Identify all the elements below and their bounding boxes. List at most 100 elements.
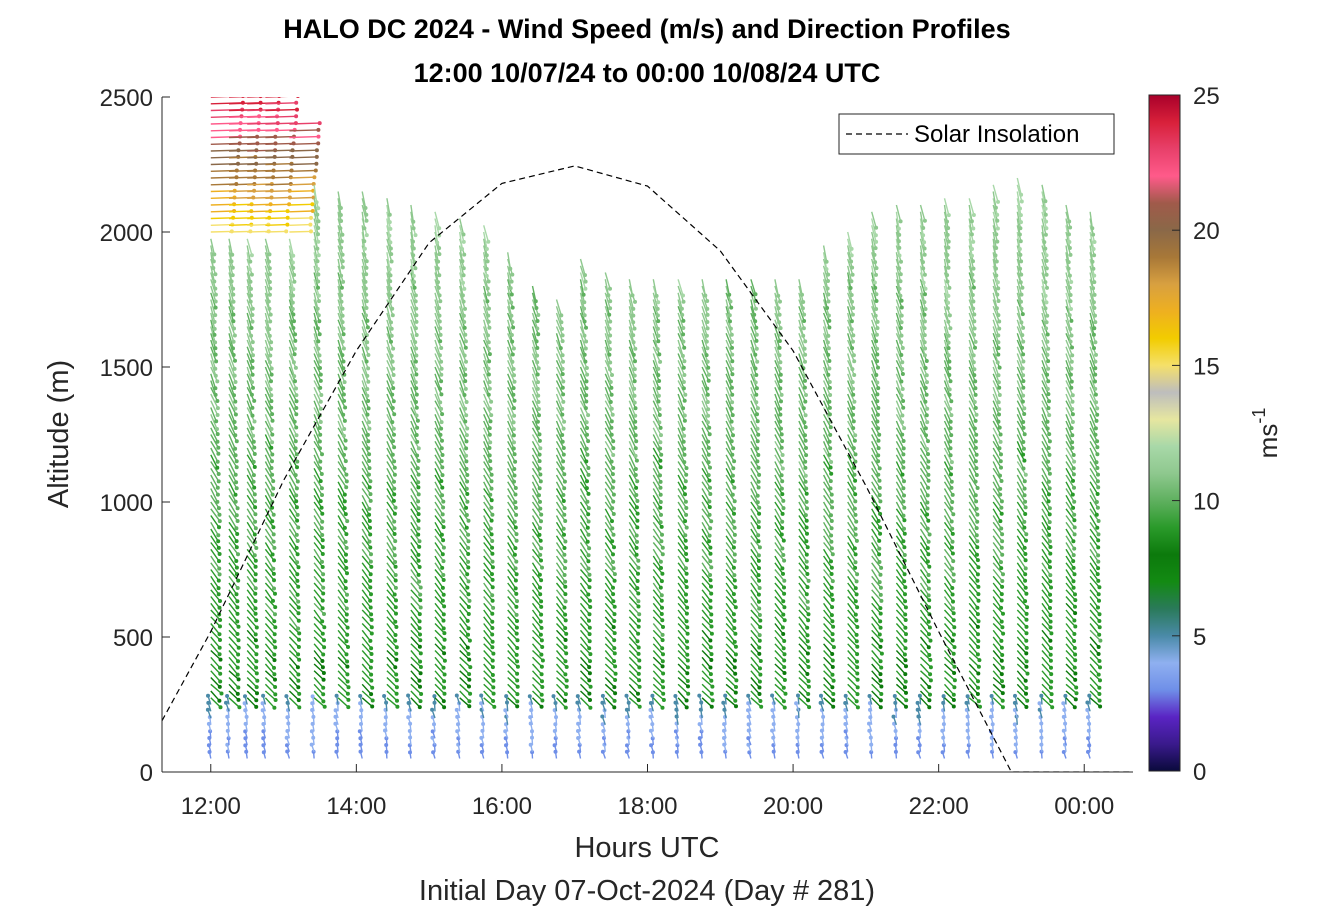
wind-vector-head bbox=[804, 539, 809, 544]
wind-vector bbox=[652, 528, 662, 542]
wind-vector-head bbox=[803, 438, 808, 443]
wind-vector-head bbox=[466, 518, 471, 523]
wind-vector bbox=[264, 602, 276, 615]
wind-vector-head bbox=[708, 559, 713, 564]
wind-vector bbox=[210, 488, 219, 503]
wind-vector-head bbox=[514, 604, 519, 609]
wind-vector bbox=[288, 481, 297, 496]
wind-vector bbox=[531, 683, 543, 696]
wind-vector-head bbox=[394, 685, 399, 690]
wind-vector bbox=[919, 339, 926, 356]
wind-vector-head bbox=[757, 511, 762, 516]
wind-vector bbox=[604, 312, 611, 329]
wind-vector bbox=[750, 575, 761, 589]
wind-vector bbox=[750, 650, 762, 662]
wind-vector-head bbox=[439, 532, 444, 537]
wind-vector bbox=[386, 454, 396, 469]
wind-vector bbox=[264, 272, 271, 289]
wind-vector-head bbox=[292, 374, 297, 379]
wind-vector-head bbox=[466, 565, 471, 570]
wind-vector-head bbox=[587, 618, 591, 623]
wind-vector-head bbox=[904, 664, 908, 669]
wind-vector bbox=[919, 542, 929, 555]
wind-vector bbox=[725, 400, 734, 416]
wind-vector bbox=[847, 306, 853, 322]
wind-vector-head bbox=[413, 233, 418, 238]
wind-vector bbox=[822, 447, 832, 463]
wind-vector bbox=[604, 339, 611, 355]
wind-vector-head bbox=[901, 486, 906, 491]
wind-vector-head bbox=[364, 265, 369, 270]
wind-vector-head bbox=[806, 698, 811, 703]
wind-vector-head bbox=[753, 306, 758, 311]
wind-vector bbox=[459, 602, 470, 615]
wind-vector bbox=[895, 454, 905, 468]
wind-vector-head bbox=[321, 591, 326, 596]
wind-vector-head bbox=[825, 286, 830, 291]
wind-vector-head bbox=[582, 333, 587, 338]
wind-vector bbox=[750, 528, 760, 542]
wind-vector-head bbox=[728, 319, 732, 324]
wind-vector bbox=[410, 481, 420, 495]
wind-vector bbox=[871, 474, 881, 489]
wind-vector-head bbox=[267, 259, 272, 264]
wind-vector-head bbox=[585, 426, 589, 430]
wind-vector bbox=[871, 596, 881, 609]
wind-vector bbox=[228, 427, 238, 442]
wind-vector bbox=[361, 279, 367, 295]
wind-vector bbox=[337, 326, 344, 343]
wind-vector-head bbox=[416, 458, 421, 463]
wind-vector-head bbox=[706, 413, 711, 418]
wind-vector bbox=[555, 481, 565, 496]
wind-vector bbox=[579, 521, 590, 536]
wind-vector-head bbox=[343, 446, 348, 451]
wind-vector bbox=[750, 677, 761, 688]
wind-vector bbox=[434, 373, 441, 389]
wind-vector-head bbox=[633, 433, 638, 438]
wind-vector-head bbox=[925, 447, 929, 451]
wind-vector bbox=[895, 346, 903, 363]
wind-vector bbox=[604, 488, 614, 502]
wind-vector bbox=[604, 589, 614, 602]
wind-vector bbox=[895, 515, 905, 530]
wind-vector-head bbox=[609, 419, 614, 424]
wind-vector-head bbox=[922, 319, 927, 324]
wind-vector-head bbox=[854, 618, 859, 623]
wind-vector bbox=[750, 636, 760, 649]
wind-vector-head bbox=[231, 299, 236, 304]
wind-vector-head bbox=[367, 539, 372, 544]
wind-vector-head bbox=[587, 646, 592, 651]
wind-vector-head bbox=[368, 572, 373, 577]
wind-vector-head bbox=[827, 380, 832, 384]
wind-vector bbox=[677, 515, 688, 529]
wind-vector bbox=[386, 373, 394, 389]
wind-vector-head bbox=[637, 612, 642, 617]
wind-vector bbox=[677, 555, 687, 569]
wind-vector bbox=[228, 292, 234, 309]
wind-vector bbox=[677, 501, 687, 516]
wind-vector bbox=[410, 299, 418, 316]
wind-vector-head bbox=[466, 652, 471, 656]
wind-vector bbox=[288, 629, 300, 641]
wind-vector bbox=[555, 542, 565, 556]
wind-vector bbox=[652, 643, 664, 655]
wind-vector-head bbox=[782, 591, 787, 596]
wind-vector bbox=[677, 386, 686, 402]
wind-vector-head bbox=[235, 619, 240, 624]
wind-vector-head bbox=[801, 333, 806, 338]
wind-vector-head bbox=[926, 579, 931, 584]
wind-vector bbox=[210, 306, 216, 323]
wind-vector bbox=[798, 393, 805, 409]
wind-vector bbox=[701, 542, 712, 555]
wind-vector-head bbox=[413, 380, 418, 385]
wind-vector-head bbox=[708, 578, 713, 583]
wind-vector bbox=[313, 488, 322, 502]
wind-vector-head bbox=[682, 460, 687, 465]
wind-vector bbox=[361, 643, 373, 655]
wind-vector bbox=[750, 562, 760, 576]
wind-vector-head bbox=[509, 292, 514, 297]
wind-vector bbox=[434, 663, 446, 675]
wind-vector-head bbox=[513, 586, 518, 591]
wind-vector bbox=[555, 360, 564, 375]
